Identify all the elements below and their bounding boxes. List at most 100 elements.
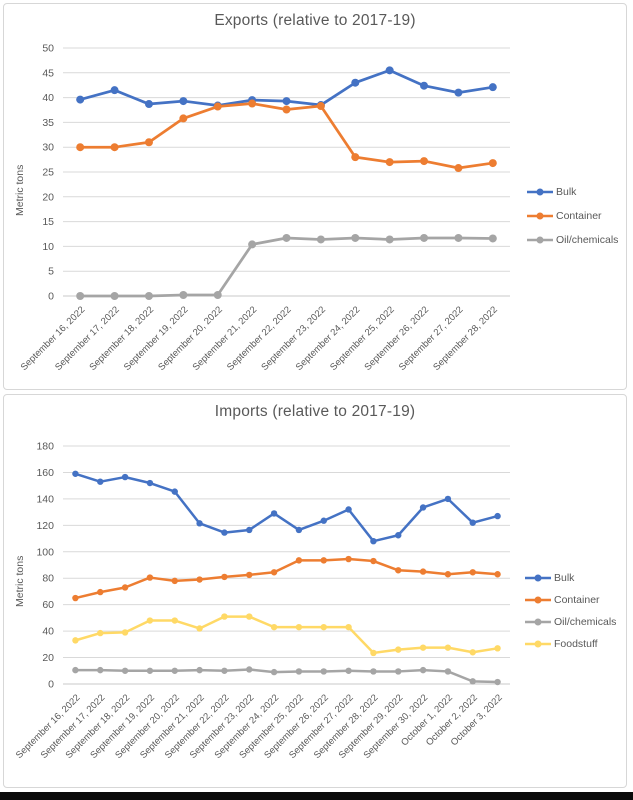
data-point-marker[interactable]	[345, 506, 352, 513]
data-point-marker[interactable]	[144, 100, 153, 109]
imports-chart-panel[interactable]: Imports (relative to 2017-19) Metric ton…	[3, 394, 627, 788]
data-point-marker[interactable]	[171, 577, 178, 585]
data-point-marker[interactable]	[469, 569, 476, 576]
data-point-marker[interactable]	[146, 574, 154, 581]
data-point-marker[interactable]	[270, 569, 278, 576]
data-point-marker[interactable]	[144, 138, 153, 147]
data-point-marker[interactable]	[221, 573, 228, 581]
data-point-marker[interactable]	[97, 478, 104, 485]
data-point-marker[interactable]	[196, 576, 203, 583]
data-point-marker[interactable]	[110, 143, 119, 152]
data-point-marker[interactable]	[395, 532, 402, 539]
data-point-marker[interactable]	[246, 666, 253, 673]
data-point-marker[interactable]	[121, 629, 129, 636]
data-point-marker[interactable]	[196, 666, 203, 674]
data-point-marker[interactable]	[246, 526, 253, 534]
data-point-marker[interactable]	[444, 644, 452, 651]
data-point-marker[interactable]	[316, 235, 325, 244]
legend-item-oil-chemicals[interactable]: Oil/chemicals	[526, 228, 618, 252]
data-point-marker[interactable]	[72, 637, 79, 644]
series-markers-bulk[interactable]	[72, 470, 501, 545]
data-point-marker[interactable]	[295, 668, 303, 675]
data-point-marker[interactable]	[345, 555, 352, 563]
data-point-marker[interactable]	[171, 617, 178, 624]
data-point-marker[interactable]	[221, 529, 228, 536]
data-point-marker[interactable]	[345, 667, 352, 674]
data-point-marker[interactable]	[395, 567, 402, 574]
data-point-marker[interactable]	[469, 519, 476, 526]
data-point-marker[interactable]	[72, 470, 79, 477]
data-point-marker[interactable]	[345, 623, 352, 631]
legend-item-oil-chemicals[interactable]: Oil/chemicals	[524, 611, 616, 633]
data-point-marker[interactable]	[121, 473, 129, 481]
data-point-marker[interactable]	[420, 81, 429, 90]
data-point-marker[interactable]	[76, 292, 85, 300]
data-point-marker[interactable]	[351, 153, 360, 162]
data-point-marker[interactable]	[221, 613, 228, 620]
data-point-marker[interactable]	[370, 538, 377, 545]
data-point-marker[interactable]	[419, 504, 427, 511]
data-point-marker[interactable]	[76, 143, 85, 152]
data-point-marker[interactable]	[282, 105, 291, 114]
data-point-marker[interactable]	[351, 233, 360, 242]
data-point-marker[interactable]	[171, 667, 178, 674]
data-point-marker[interactable]	[454, 88, 463, 97]
data-point-marker[interactable]	[295, 557, 303, 564]
data-point-marker[interactable]	[110, 292, 119, 300]
series-line-bulk[interactable]	[74, 472, 499, 543]
data-point-marker[interactable]	[385, 235, 394, 244]
data-point-marker[interactable]	[420, 157, 429, 166]
data-point-marker[interactable]	[395, 646, 402, 653]
legend-item-foodstuff[interactable]: Foodstuff	[524, 633, 616, 655]
data-point-marker[interactable]	[370, 649, 377, 657]
data-point-marker[interactable]	[488, 83, 497, 92]
data-point-marker[interactable]	[494, 678, 501, 686]
data-point-marker[interactable]	[248, 99, 257, 108]
data-point-marker[interactable]	[97, 666, 104, 674]
data-point-marker[interactable]	[179, 97, 188, 106]
data-point-marker[interactable]	[221, 667, 228, 674]
data-point-marker[interactable]	[246, 613, 253, 620]
data-point-marker[interactable]	[110, 86, 119, 95]
data-point-marker[interactable]	[395, 668, 402, 675]
data-point-marker[interactable]	[444, 495, 452, 503]
data-point-marker[interactable]	[488, 159, 497, 168]
legend-item-bulk[interactable]: Bulk	[524, 567, 616, 589]
data-point-marker[interactable]	[370, 557, 377, 565]
data-point-marker[interactable]	[196, 625, 203, 632]
data-point-marker[interactable]	[295, 526, 303, 534]
data-point-marker[interactable]	[419, 568, 427, 575]
data-point-marker[interactable]	[320, 557, 327, 564]
data-point-marker[interactable]	[419, 666, 427, 674]
data-point-marker[interactable]	[469, 649, 476, 656]
data-point-marker[interactable]	[179, 114, 188, 123]
data-point-marker[interactable]	[454, 164, 463, 173]
series-line-foodstuff[interactable]	[74, 615, 499, 655]
legend-item-bulk[interactable]: Bulk	[526, 180, 618, 204]
data-point-marker[interactable]	[97, 629, 104, 637]
data-point-marker[interactable]	[144, 292, 153, 300]
legend-item-container[interactable]: Container	[526, 204, 618, 228]
data-point-marker[interactable]	[282, 97, 291, 106]
data-point-marker[interactable]	[146, 479, 154, 487]
data-point-marker[interactable]	[385, 158, 394, 167]
data-point-marker[interactable]	[320, 623, 327, 631]
data-point-marker[interactable]	[146, 617, 154, 624]
data-point-marker[interactable]	[320, 668, 327, 675]
data-point-marker[interactable]	[121, 584, 129, 591]
data-point-marker[interactable]	[488, 234, 497, 243]
data-point-marker[interactable]	[351, 78, 360, 87]
data-point-marker[interactable]	[248, 240, 257, 249]
series-markers-foodstuff[interactable]	[72, 613, 501, 657]
data-point-marker[interactable]	[469, 678, 476, 685]
data-point-marker[interactable]	[316, 102, 325, 111]
exports-chart-panel[interactable]: Exports (relative to 2017-19) Metric ton…	[3, 3, 627, 390]
data-point-marker[interactable]	[454, 233, 463, 242]
data-point-marker[interactable]	[97, 588, 104, 596]
data-point-marker[interactable]	[213, 102, 222, 111]
data-point-marker[interactable]	[72, 594, 79, 602]
data-point-marker[interactable]	[385, 66, 394, 75]
data-point-marker[interactable]	[213, 291, 222, 300]
series-line-container[interactable]	[74, 557, 499, 600]
